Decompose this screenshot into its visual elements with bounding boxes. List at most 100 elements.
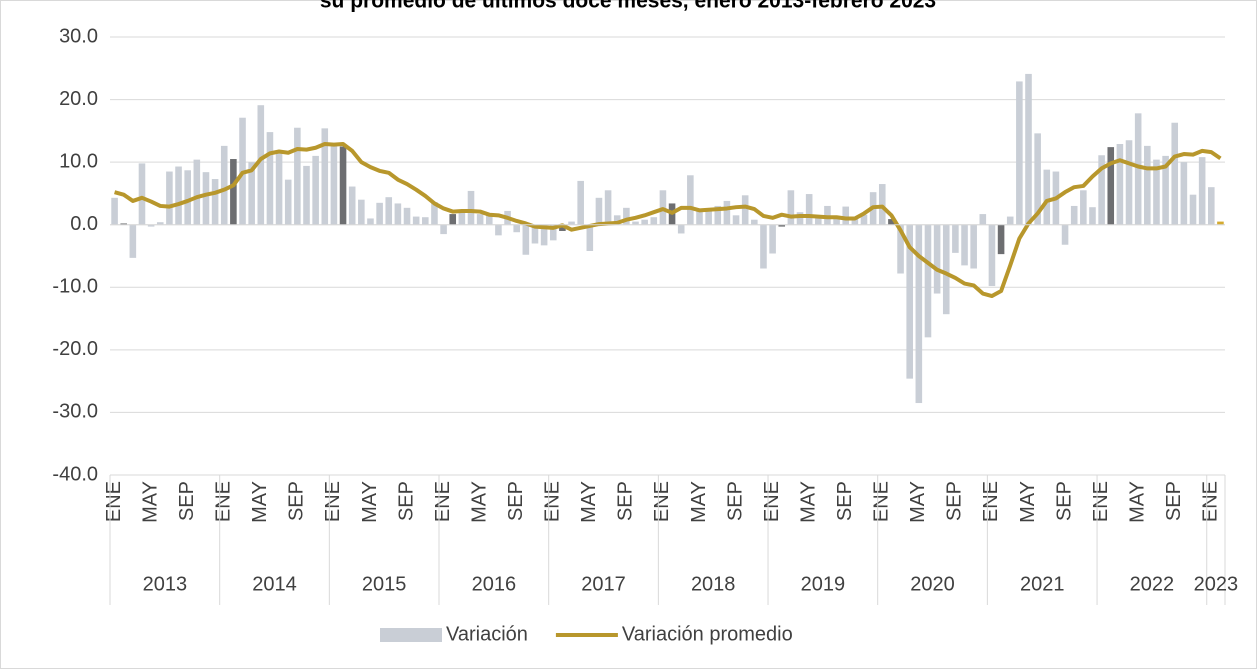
bar bbox=[230, 159, 237, 225]
year-label: 2019 bbox=[801, 573, 846, 595]
year-label: 2021 bbox=[1020, 573, 1065, 595]
chart-title: su promedio de últimos doce meses, enero… bbox=[320, 0, 936, 13]
bar bbox=[1107, 147, 1115, 225]
bar bbox=[1061, 224, 1069, 245]
bar bbox=[202, 172, 210, 225]
bar bbox=[422, 217, 429, 225]
bar bbox=[952, 224, 959, 253]
x-tick-label: MAY bbox=[688, 481, 710, 523]
bar bbox=[120, 223, 127, 225]
bar bbox=[696, 209, 703, 225]
bar bbox=[467, 190, 475, 225]
bar bbox=[1198, 157, 1206, 225]
x-tick-label: SEP bbox=[286, 481, 308, 521]
bar bbox=[906, 224, 913, 379]
x-tick-label: SEP bbox=[395, 481, 417, 521]
x-tick-label: MAY bbox=[907, 481, 929, 523]
x-tick-label: ENE bbox=[980, 481, 1002, 522]
bar bbox=[1043, 169, 1051, 225]
x-tick-label: ENE bbox=[1090, 481, 1112, 522]
bar bbox=[1006, 216, 1014, 225]
bar bbox=[138, 163, 146, 225]
x-tick-label: MAY bbox=[468, 481, 490, 523]
bar bbox=[559, 224, 566, 231]
year-label: 2015 bbox=[362, 573, 407, 595]
x-tick-label: ENE bbox=[871, 481, 893, 522]
bar bbox=[751, 219, 758, 225]
bar bbox=[531, 224, 539, 244]
bar bbox=[166, 171, 173, 225]
x-tick-label: ENE bbox=[651, 481, 673, 522]
bar bbox=[175, 166, 182, 225]
x-tick-label: MAY bbox=[139, 481, 161, 523]
x-tick-label: MAY bbox=[797, 481, 819, 523]
bar bbox=[805, 194, 813, 225]
x-tick-label: MAY bbox=[1017, 481, 1039, 523]
bar bbox=[385, 197, 393, 225]
bar bbox=[193, 159, 201, 225]
bar bbox=[1016, 81, 1023, 225]
x-tick-label: MAY bbox=[249, 481, 271, 523]
bar bbox=[577, 180, 584, 225]
bar bbox=[723, 200, 731, 225]
bar bbox=[248, 162, 255, 225]
x-tick-label: ENE bbox=[213, 481, 235, 522]
bar bbox=[220, 145, 228, 225]
y-tick-label: -10.0 bbox=[52, 276, 98, 298]
bar bbox=[1098, 155, 1105, 225]
x-tick-label: ENE bbox=[103, 481, 125, 522]
bar bbox=[613, 215, 621, 225]
bar bbox=[632, 221, 639, 225]
bar bbox=[815, 218, 822, 225]
legend-label: Variación promedio bbox=[622, 623, 793, 645]
bar bbox=[915, 224, 923, 404]
bar bbox=[604, 190, 612, 225]
bar bbox=[687, 175, 694, 225]
bar bbox=[403, 207, 411, 225]
bar bbox=[888, 219, 895, 225]
bar bbox=[367, 218, 374, 225]
bar bbox=[842, 206, 850, 225]
y-tick-label: 30.0 bbox=[59, 25, 98, 47]
y-tick-label: -30.0 bbox=[52, 401, 98, 423]
x-tick-label: SEP bbox=[176, 481, 198, 521]
bar bbox=[897, 224, 904, 274]
bar bbox=[184, 170, 191, 225]
bar bbox=[851, 216, 859, 225]
legend-label: Variación bbox=[446, 623, 528, 645]
bar bbox=[1171, 122, 1179, 225]
bar bbox=[778, 224, 786, 227]
bar bbox=[412, 216, 420, 225]
bar bbox=[970, 224, 977, 269]
bar bbox=[1080, 190, 1087, 225]
bar bbox=[330, 144, 338, 225]
bar bbox=[129, 224, 137, 258]
bar bbox=[595, 197, 603, 225]
bar bbox=[796, 212, 804, 225]
x-tick-label: ENE bbox=[432, 481, 454, 522]
bar bbox=[1134, 113, 1142, 225]
x-tick-label: MAY bbox=[1126, 481, 1148, 523]
x-tick-label: SEP bbox=[615, 481, 637, 521]
bar bbox=[650, 217, 658, 225]
bar bbox=[705, 209, 712, 225]
x-tick-label: SEP bbox=[944, 481, 966, 521]
x-tick-label: SEP bbox=[724, 481, 746, 521]
bar bbox=[394, 203, 402, 225]
bar bbox=[1189, 194, 1197, 225]
bar bbox=[449, 214, 457, 225]
bar bbox=[549, 224, 557, 241]
bar bbox=[257, 105, 265, 225]
x-tick-label: MAY bbox=[359, 481, 381, 523]
y-tick-label: 20.0 bbox=[59, 88, 98, 110]
bar bbox=[339, 146, 347, 225]
bar bbox=[1116, 143, 1124, 225]
bar bbox=[641, 219, 648, 225]
bar bbox=[358, 199, 365, 225]
y-tick-label: -20.0 bbox=[52, 338, 98, 360]
bar bbox=[1070, 205, 1078, 225]
bar bbox=[623, 207, 630, 225]
year-label: 2017 bbox=[581, 573, 626, 595]
bar bbox=[1125, 140, 1133, 225]
